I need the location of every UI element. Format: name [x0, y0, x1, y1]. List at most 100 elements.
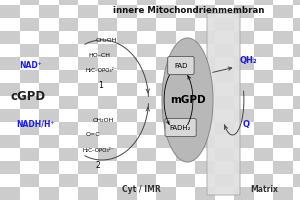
Bar	[273, 109, 292, 122]
Bar	[78, 174, 98, 187]
Bar	[195, 148, 214, 161]
Bar	[254, 109, 273, 122]
Bar	[214, 187, 234, 200]
Bar	[195, 122, 214, 135]
Bar	[254, 18, 273, 31]
Bar	[234, 174, 254, 187]
Bar	[98, 187, 117, 200]
Bar	[78, 122, 98, 135]
Bar	[20, 187, 39, 200]
Bar	[58, 83, 78, 96]
Text: QH₂: QH₂	[240, 56, 258, 66]
Bar	[136, 122, 156, 135]
Text: Q: Q	[242, 120, 249, 130]
Bar	[176, 44, 195, 57]
Bar	[195, 135, 214, 148]
Bar	[58, 5, 78, 18]
Bar	[0, 187, 20, 200]
Bar	[0, 161, 20, 174]
Bar	[20, 31, 39, 44]
Text: CH₂OH: CH₂OH	[93, 117, 114, 122]
Bar	[0, 44, 20, 57]
Bar	[117, 83, 136, 96]
Bar	[254, 135, 273, 148]
Bar	[254, 122, 273, 135]
Bar	[273, 5, 292, 18]
Text: 2: 2	[95, 160, 100, 169]
Bar	[156, 187, 176, 200]
Bar	[214, 96, 234, 109]
Bar	[214, 0, 234, 5]
Bar	[78, 31, 98, 44]
Bar	[292, 31, 300, 44]
Bar	[234, 135, 254, 148]
Bar	[254, 44, 273, 57]
Bar	[58, 70, 78, 83]
Bar	[39, 5, 58, 18]
Text: mGPD: mGPD	[170, 95, 205, 105]
Bar	[214, 174, 234, 187]
Bar	[156, 161, 176, 174]
Bar	[195, 83, 214, 96]
Bar	[58, 18, 78, 31]
Bar	[195, 44, 214, 57]
Bar	[234, 161, 254, 174]
Bar	[98, 174, 117, 187]
Bar	[117, 161, 136, 174]
Bar	[234, 31, 254, 44]
Bar	[214, 135, 234, 148]
Bar	[234, 44, 254, 57]
Text: 1: 1	[98, 81, 103, 90]
Bar	[136, 96, 156, 109]
Text: innere Mitochondrienmembran: innere Mitochondrienmembran	[113, 6, 265, 15]
Bar	[195, 18, 214, 31]
Bar	[39, 96, 58, 109]
Bar	[98, 57, 117, 70]
Bar	[156, 70, 176, 83]
Bar	[195, 109, 214, 122]
Text: H₂C–OPO₃²⁻: H₂C–OPO₃²⁻	[82, 148, 114, 152]
Bar	[136, 31, 156, 44]
Bar	[98, 83, 117, 96]
Bar	[234, 122, 254, 135]
Bar	[273, 83, 292, 96]
Bar	[176, 148, 195, 161]
Bar	[98, 31, 117, 44]
Bar	[292, 148, 300, 161]
Text: O=C: O=C	[85, 132, 100, 138]
Bar	[176, 96, 195, 109]
Bar	[273, 135, 292, 148]
Bar	[254, 161, 273, 174]
Bar	[78, 161, 98, 174]
Bar	[214, 18, 234, 31]
Bar	[58, 122, 78, 135]
Bar	[98, 135, 117, 148]
Bar	[0, 109, 20, 122]
Bar	[58, 96, 78, 109]
Bar	[117, 109, 136, 122]
Bar	[0, 5, 20, 18]
Bar	[78, 148, 98, 161]
Bar	[234, 109, 254, 122]
Bar	[117, 18, 136, 31]
Bar	[0, 148, 20, 161]
Bar	[0, 135, 20, 148]
Bar	[214, 109, 234, 122]
Bar	[176, 0, 195, 5]
Bar	[176, 187, 195, 200]
Bar	[0, 122, 20, 135]
Bar	[292, 174, 300, 187]
Bar	[58, 148, 78, 161]
Bar	[254, 70, 273, 83]
Bar	[254, 5, 273, 18]
Bar	[78, 18, 98, 31]
Bar	[20, 5, 39, 18]
Bar	[39, 161, 58, 174]
Bar	[214, 57, 234, 70]
Bar	[273, 161, 292, 174]
Bar	[176, 57, 195, 70]
Bar	[58, 161, 78, 174]
Bar	[39, 44, 58, 57]
Bar	[20, 161, 39, 174]
Bar	[292, 109, 300, 122]
